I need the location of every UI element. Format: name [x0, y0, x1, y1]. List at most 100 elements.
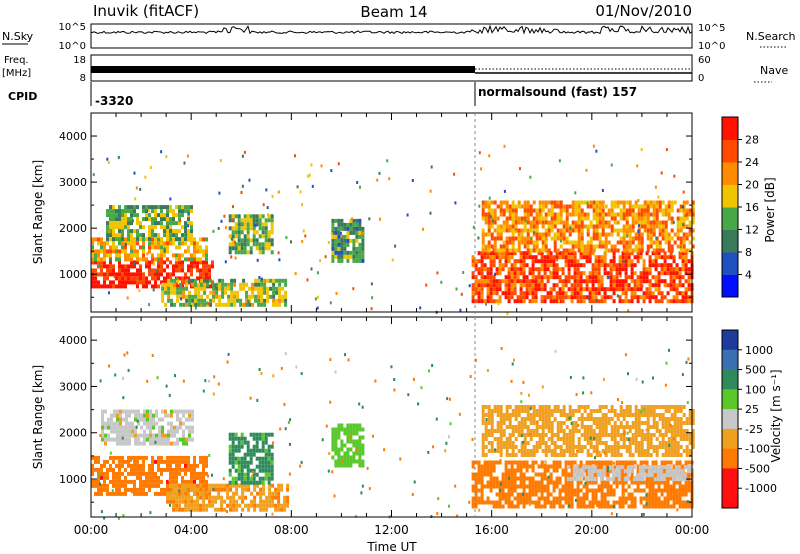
heat-cell: [269, 278, 273, 283]
heat-cell: [175, 260, 178, 265]
heat-cell: [604, 445, 608, 449]
heat-cell: [624, 299, 628, 304]
heat-cell: [600, 299, 604, 304]
heat-cell: [200, 298, 204, 303]
heat-cell: [502, 433, 506, 437]
heat-cell: [559, 200, 563, 205]
heat-cell: [519, 480, 523, 485]
heat-cell: [543, 476, 547, 481]
heat-cell: [546, 468, 550, 473]
heat-cell: [334, 238, 338, 243]
heat-cell: [112, 205, 115, 210]
heat-cell: [637, 421, 641, 425]
heat-cell: [618, 271, 622, 276]
heat-cell: [610, 429, 614, 433]
heat-cell: [556, 232, 560, 237]
heat-cell: [145, 280, 148, 285]
heat-cell: [519, 299, 523, 304]
heat-cell: [513, 504, 517, 509]
heat-cell: [615, 279, 619, 284]
heat-cell: [161, 429, 164, 434]
heat-cell: [240, 444, 244, 449]
heat-cell: [558, 480, 562, 485]
heat-cell: [157, 245, 160, 250]
heat-cell: [526, 216, 530, 221]
heat-cell: [481, 232, 485, 237]
heat-cell: [471, 271, 475, 276]
heat-cell: [124, 245, 127, 250]
heat-cell: [121, 272, 124, 277]
heat-cell: [543, 504, 547, 509]
heat-cell: [645, 251, 649, 256]
heat-cell: [155, 413, 158, 418]
heat-cell: [616, 294, 619, 298]
heat-cell: [246, 476, 250, 481]
heat-cell: [178, 483, 182, 488]
heat-cell: [670, 413, 674, 417]
heat-cell: [230, 290, 234, 295]
heat-cell: [164, 433, 167, 438]
heat-cell: [628, 224, 632, 229]
heat-cell: [145, 479, 148, 484]
heat-cell: [600, 287, 604, 292]
heat-cell: [682, 216, 686, 221]
heat-cell: [248, 178, 251, 182]
heat-cell: [169, 221, 172, 226]
heat-cell: [228, 448, 232, 453]
heat-cell: [532, 200, 536, 205]
heat-cell: [513, 279, 517, 284]
heat-cell: [337, 250, 341, 255]
heat-cell: [480, 500, 484, 505]
heat-cell: [496, 216, 500, 221]
heat-cell: [549, 291, 553, 296]
heat-cell: [324, 255, 327, 259]
heat-cell: [537, 484, 541, 489]
heat-cell: [246, 222, 250, 227]
heat-cell: [169, 455, 172, 460]
heat-cell: [172, 499, 176, 504]
heat-cell: [349, 218, 353, 223]
nave-tick-top: 60: [698, 55, 711, 66]
heat-cell: [631, 433, 635, 437]
heat-cell: [176, 290, 180, 295]
heat-cell: [522, 275, 526, 280]
heat-cell: [555, 468, 559, 473]
heat-cell: [127, 253, 130, 258]
heat-cell: [166, 463, 169, 468]
heat-cell: [655, 286, 658, 290]
heat-cell: [228, 214, 232, 219]
heat-cell: [122, 417, 125, 422]
heat-cell: [538, 216, 542, 221]
heat-cell: [474, 267, 478, 272]
heat-cell: [646, 409, 650, 413]
heat-cell: [176, 429, 179, 434]
heat-cell: [228, 468, 232, 473]
heat-cell: [154, 237, 157, 242]
heat-cell: [609, 484, 613, 489]
heat-cell: [625, 212, 629, 217]
heat-cell: [595, 224, 599, 229]
heat-cell: [661, 200, 665, 205]
heat-cell: [577, 417, 581, 421]
heat-cell: [612, 263, 616, 268]
heat-cell: [355, 439, 359, 444]
heat-cell: [568, 204, 572, 209]
heat-cell: [261, 448, 265, 453]
heat-cell: [516, 259, 520, 264]
heat-cell: [631, 425, 635, 429]
heat-cell: [592, 409, 596, 413]
heat-cell: [197, 302, 201, 307]
heat-cell: [602, 205, 605, 209]
heat-cell: [492, 279, 496, 284]
heat-cell: [154, 276, 157, 281]
heat-cell: [233, 294, 237, 299]
heat-cell: [136, 253, 139, 258]
heat-cell: [137, 437, 140, 442]
heat-cell: [355, 234, 359, 239]
heat-cell: [612, 299, 616, 304]
heat-cell: [558, 291, 562, 296]
heat-cell: [589, 453, 593, 457]
heat-cell: [187, 212, 190, 216]
heat-cell: [133, 272, 136, 277]
heat-cell: [601, 200, 605, 205]
